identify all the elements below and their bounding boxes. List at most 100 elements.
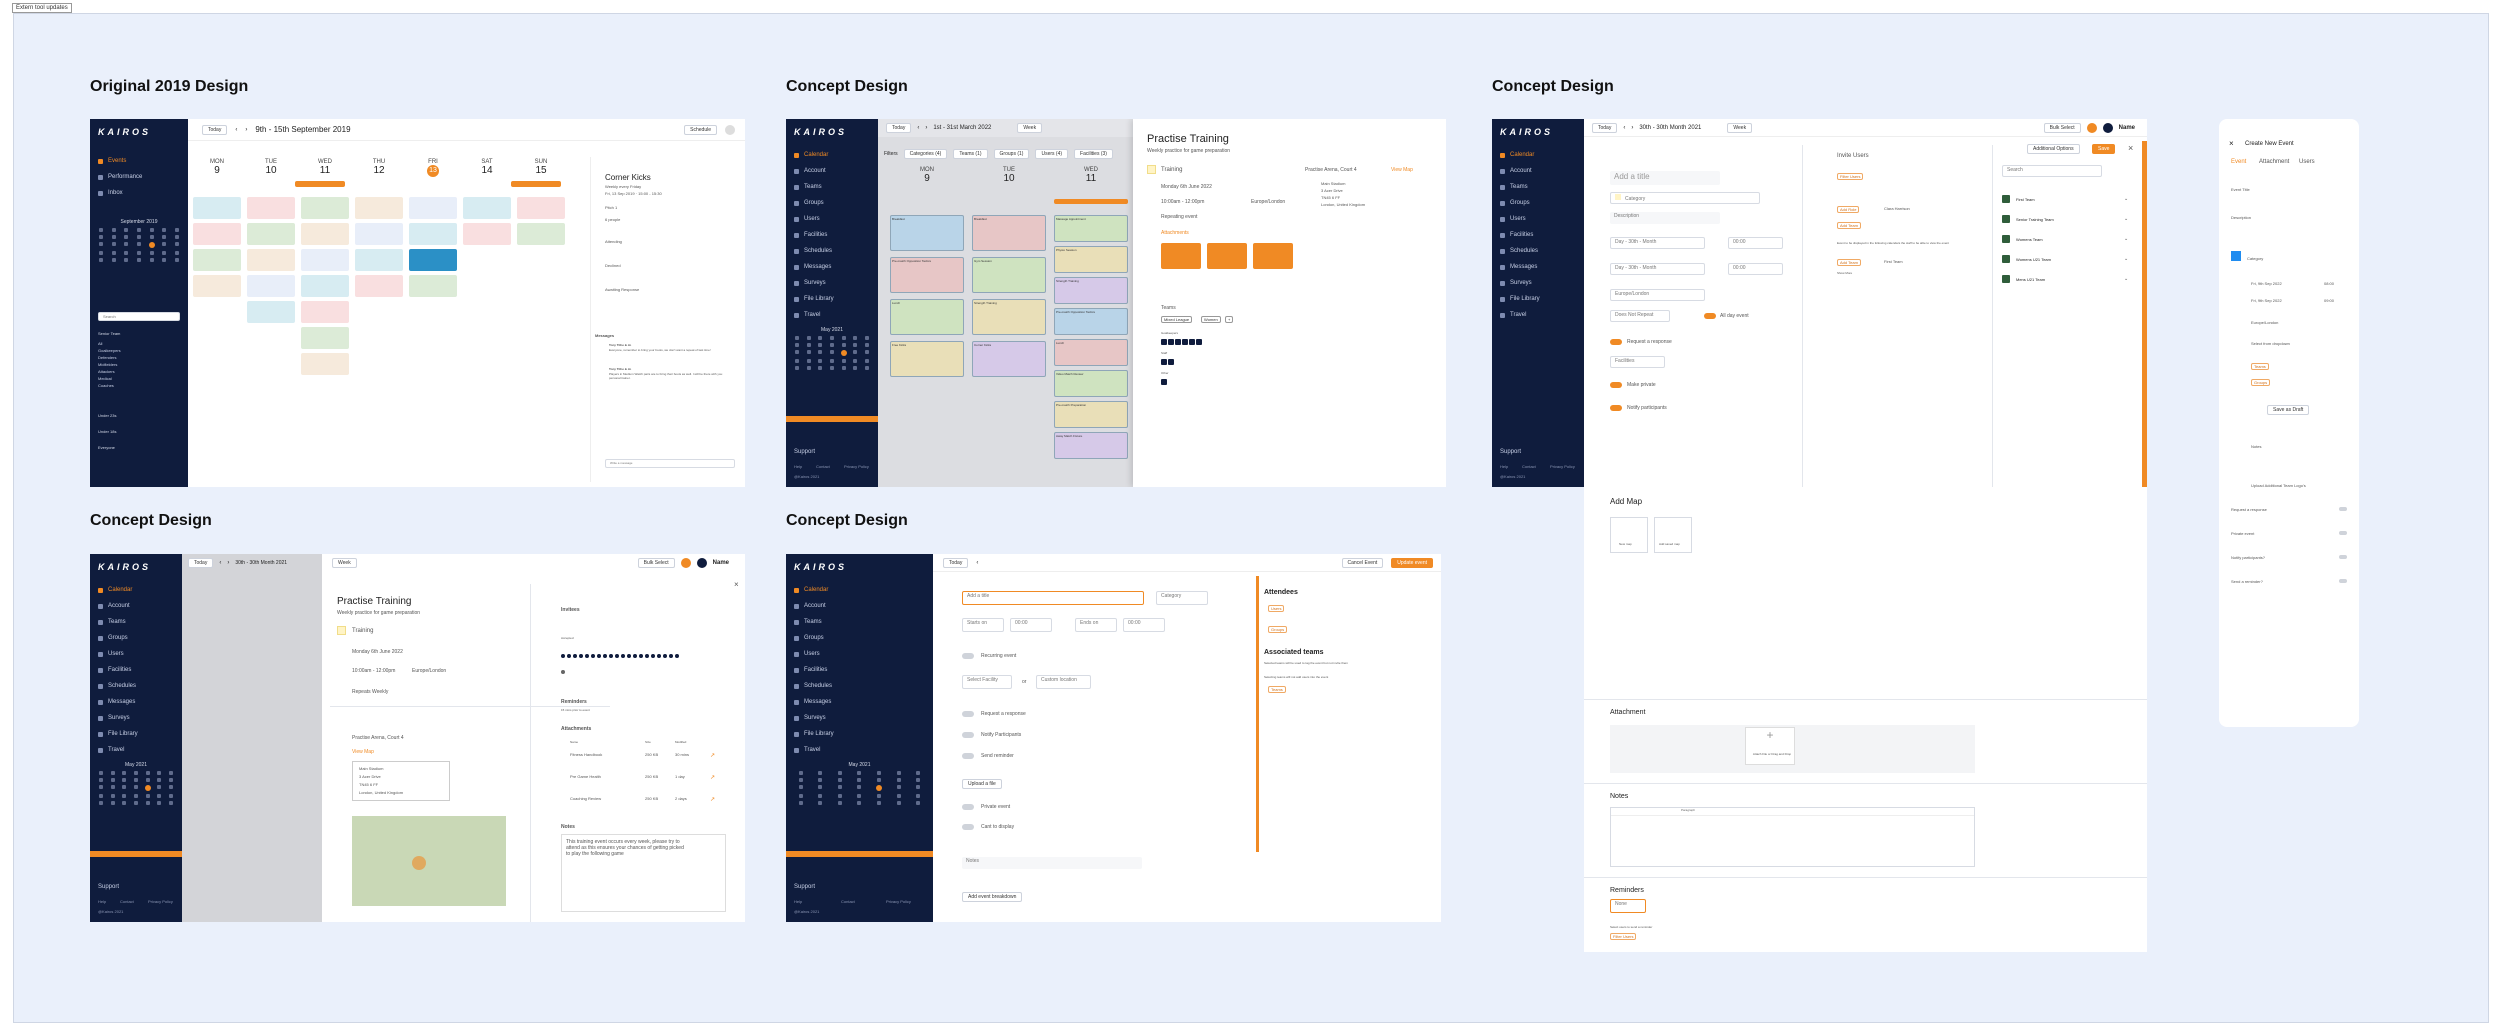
next-icon[interactable]: › <box>245 126 248 133</box>
next-icon[interactable]: › <box>925 125 928 131</box>
mini-calendar-grid[interactable] <box>96 771 176 805</box>
attachment-thumb[interactable] <box>1161 243 1201 269</box>
nav-item-messages[interactable]: Messages <box>90 694 182 710</box>
filter-chip[interactable]: Teams (1) <box>953 149 988 159</box>
facilities-select[interactable]: Facilities <box>1610 356 1665 368</box>
calendar-event[interactable]: Strength Training <box>1054 277 1128 304</box>
help-link[interactable]: Help <box>794 464 803 469</box>
calendar-day[interactable] <box>818 771 823 775</box>
calendar-day[interactable] <box>865 336 870 340</box>
day-header[interactable]: TUE 10 <box>244 159 298 176</box>
tab-users[interactable]: Users <box>2299 159 2315 165</box>
user-name[interactable]: Name <box>2118 124 2135 131</box>
calendar-event[interactable] <box>247 223 295 245</box>
calendar-day[interactable] <box>98 778 103 782</box>
view-select[interactable]: Schedule <box>684 124 717 135</box>
add-team-chip[interactable]: Add Team <box>1837 259 1861 266</box>
nav-item-schedules[interactable]: Schedules <box>1492 243 1584 259</box>
day-header[interactable]: FRI 13 <box>406 159 460 177</box>
avatar[interactable] <box>696 558 707 568</box>
starts-on-input[interactable]: Starts on <box>962 618 1004 632</box>
nav-item-travel[interactable]: Travel <box>90 742 182 758</box>
mini-calendar-grid[interactable] <box>792 336 872 370</box>
calendar-day[interactable] <box>145 771 150 775</box>
declined-label[interactable]: Declined <box>605 263 621 268</box>
today-button[interactable]: Today <box>188 558 214 568</box>
calendar-event[interactable] <box>301 223 349 245</box>
calendar-day[interactable] <box>829 359 834 363</box>
calendar-event[interactable] <box>517 223 565 245</box>
calendar-day[interactable] <box>798 794 803 798</box>
calendar-event[interactable] <box>355 275 403 297</box>
calendar-day[interactable] <box>110 778 115 782</box>
member-avatar[interactable] <box>1189 339 1195 345</box>
calendar-event[interactable]: Away Match Fixture <box>1054 432 1128 459</box>
team-name[interactable]: First Team <box>2016 197 2035 202</box>
request-toggle[interactable] <box>2339 507 2347 511</box>
calendar-day[interactable] <box>818 785 823 789</box>
calendar-event[interactable] <box>517 197 565 219</box>
chevron-down-icon[interactable]: ⌄ <box>2124 196 2129 202</box>
nav-item-teams[interactable]: Teams <box>786 614 933 630</box>
calendar-day[interactable] <box>865 366 870 370</box>
calendar-day[interactable] <box>157 771 162 775</box>
prev-icon[interactable]: ‹ <box>219 560 222 566</box>
invitee-avatar[interactable] <box>615 654 619 658</box>
notes-editor[interactable]: Paragraph <box>1610 807 1975 867</box>
invitee-avatar[interactable] <box>627 654 631 658</box>
description-input[interactable]: Description <box>2231 215 2252 220</box>
category-select[interactable]: Category <box>1610 192 1760 204</box>
calendar-day[interactable] <box>806 343 811 347</box>
invitee-avatar[interactable] <box>645 654 649 658</box>
teams-chip[interactable]: Teams <box>2251 363 2269 370</box>
nav-item-calendar[interactable]: Calendar <box>786 582 933 598</box>
notes-toolbar[interactable]: Paragraph <box>1611 808 1974 816</box>
calendar-day[interactable] <box>133 785 138 789</box>
contact-link[interactable]: Contact <box>120 899 134 904</box>
nav-item-teams[interactable]: Teams <box>90 614 182 630</box>
support-link[interactable]: Support <box>1500 449 1522 455</box>
calendar-event[interactable] <box>301 353 349 375</box>
nav-item-teams[interactable]: Teams <box>1492 179 1584 195</box>
calendar-day[interactable] <box>157 794 162 798</box>
calendar-event[interactable]: Pre-match Preparation <box>1054 401 1128 428</box>
start-time[interactable]: 08:00 <box>2324 281 2335 286</box>
end-time-input[interactable]: 00:00 <box>1728 263 1783 275</box>
calendar-day[interactable] <box>798 771 803 775</box>
today-button[interactable]: Today <box>1592 122 1618 133</box>
contact-link[interactable]: Contact <box>841 899 855 904</box>
support-link[interactable]: Support <box>794 884 816 890</box>
recurring-toggle[interactable] <box>962 653 974 659</box>
message-input[interactable]: Write a message <box>605 459 735 468</box>
calendar-day[interactable] <box>818 801 823 805</box>
member-avatar[interactable] <box>1182 339 1188 345</box>
calendar-day[interactable] <box>98 785 103 789</box>
calendar-day[interactable] <box>853 359 858 363</box>
calendar-day[interactable] <box>818 359 823 363</box>
private-toggle[interactable] <box>2339 531 2347 535</box>
nav-item-teams[interactable]: Teams <box>786 179 878 195</box>
file-name[interactable]: Coaching Review <box>570 796 602 801</box>
calendar-day[interactable] <box>98 794 103 798</box>
reminder-select[interactable]: None <box>1610 899 1646 913</box>
title-input[interactable]: Add a title <box>962 591 1144 605</box>
calendar-day[interactable] <box>896 794 901 798</box>
calendar-day[interactable] <box>853 336 858 340</box>
calendar-event[interactable] <box>409 197 457 219</box>
contact-link[interactable]: Contact <box>1522 464 1536 469</box>
filter-chip[interactable]: Facilities (3) <box>1074 149 1113 159</box>
calendar-day[interactable] <box>837 771 842 775</box>
nav-item-groups[interactable]: Groups <box>786 195 878 211</box>
repeat-select[interactable]: Does Not Repeat <box>1610 310 1670 322</box>
calendar-day[interactable] <box>916 778 921 782</box>
nav-item-calendar[interactable]: Calendar <box>1492 147 1584 163</box>
nav-item-surveys[interactable]: Surveys <box>786 275 878 291</box>
calendar-event[interactable]: Gym Session <box>972 257 1046 293</box>
calendar-day[interactable] <box>916 771 921 775</box>
calendar-day[interactable] <box>122 801 127 805</box>
prev-icon[interactable]: ‹ <box>1623 124 1626 131</box>
calendar-day[interactable] <box>876 785 883 791</box>
event-title-input[interactable]: Event Title <box>2231 187 2250 192</box>
team-name[interactable]: Senior Training Team <box>2016 217 2054 222</box>
calendar-day[interactable] <box>98 771 103 775</box>
